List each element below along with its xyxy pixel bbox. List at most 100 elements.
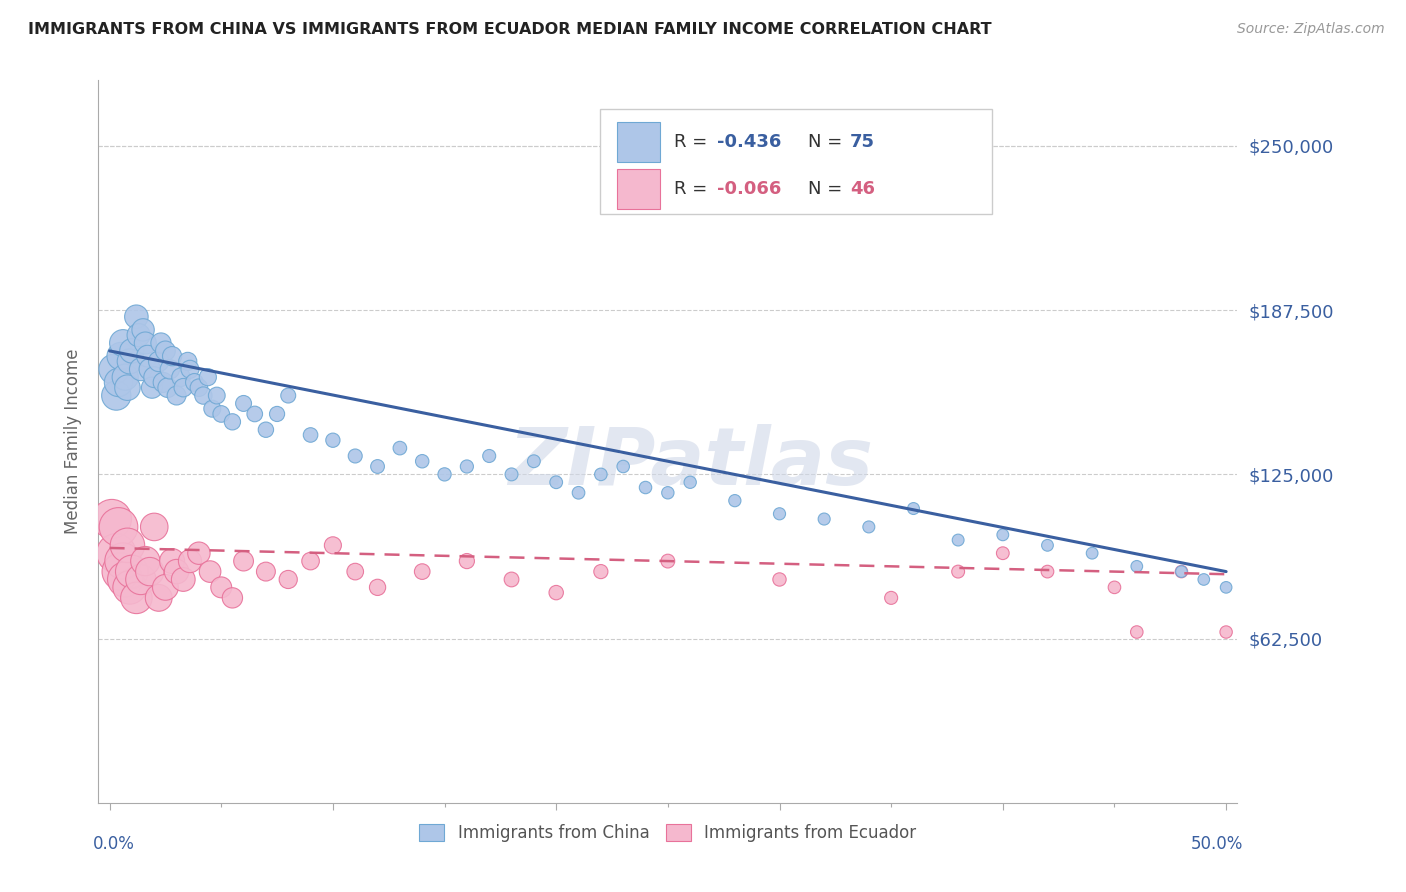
Point	[121, 343, 143, 358]
FancyBboxPatch shape	[599, 109, 993, 214]
Text: R =: R =	[673, 133, 713, 151]
Point	[172, 573, 194, 587]
Point	[232, 396, 254, 410]
Point	[156, 381, 179, 395]
Point	[456, 459, 478, 474]
Y-axis label: Median Family Income: Median Family Income	[65, 349, 83, 534]
Text: -0.436: -0.436	[717, 133, 782, 151]
Point	[148, 354, 170, 368]
Point	[813, 512, 835, 526]
Text: ZIPatlas: ZIPatlas	[508, 425, 873, 502]
Text: Source: ZipAtlas.com: Source: ZipAtlas.com	[1237, 22, 1385, 37]
Point	[254, 565, 277, 579]
Text: -0.066: -0.066	[717, 179, 782, 198]
Point	[344, 565, 367, 579]
Point	[110, 565, 132, 579]
Point	[172, 381, 194, 395]
Point	[946, 565, 969, 579]
Point	[114, 573, 136, 587]
Point	[183, 376, 205, 390]
Point	[105, 546, 128, 560]
Point	[107, 376, 129, 390]
Point	[589, 467, 612, 482]
Point	[136, 349, 159, 363]
Text: 46: 46	[851, 179, 875, 198]
Point	[991, 546, 1014, 560]
Point	[634, 481, 657, 495]
Point	[322, 434, 344, 448]
Point	[1081, 546, 1104, 560]
Point	[501, 573, 523, 587]
Point	[121, 565, 143, 579]
Point	[367, 580, 389, 594]
Point	[187, 381, 209, 395]
Point	[177, 354, 200, 368]
Point	[134, 336, 156, 351]
Point	[125, 310, 148, 324]
Point	[232, 554, 254, 568]
Point	[209, 407, 232, 421]
Point	[388, 441, 411, 455]
Point	[768, 507, 790, 521]
FancyBboxPatch shape	[617, 169, 659, 209]
Point	[1104, 580, 1126, 594]
Text: N =: N =	[808, 133, 848, 151]
Point	[1215, 625, 1237, 640]
Point	[991, 528, 1014, 542]
Point	[197, 370, 219, 384]
Legend: Immigrants from China, Immigrants from Ecuador: Immigrants from China, Immigrants from E…	[412, 817, 924, 848]
Point	[411, 565, 433, 579]
Point	[277, 388, 299, 402]
Point	[1036, 565, 1059, 579]
Point	[159, 362, 181, 376]
Point	[1126, 559, 1149, 574]
Point	[589, 565, 612, 579]
Point	[209, 580, 232, 594]
Point	[1170, 565, 1192, 579]
Point	[657, 485, 679, 500]
Point	[456, 554, 478, 568]
Point	[612, 459, 634, 474]
Point	[201, 401, 224, 416]
Point	[567, 485, 589, 500]
Point	[266, 407, 288, 421]
Point	[160, 554, 183, 568]
Point	[101, 512, 124, 526]
Point	[299, 554, 322, 568]
Point	[118, 580, 141, 594]
Point	[155, 580, 177, 594]
Point	[105, 388, 128, 402]
Point	[478, 449, 501, 463]
Point	[132, 323, 155, 337]
Point	[254, 423, 277, 437]
Point	[277, 573, 299, 587]
Point	[149, 336, 172, 351]
Point	[128, 328, 150, 343]
Point	[103, 362, 125, 376]
FancyBboxPatch shape	[617, 122, 659, 161]
Point	[724, 493, 747, 508]
Point	[546, 475, 568, 490]
Point	[155, 343, 177, 358]
Point	[858, 520, 880, 534]
Text: N =: N =	[808, 179, 848, 198]
Point	[179, 362, 201, 376]
Point	[679, 475, 702, 490]
Point	[179, 554, 201, 568]
Point	[117, 381, 139, 395]
Point	[880, 591, 903, 605]
Point	[141, 381, 163, 395]
Text: IMMIGRANTS FROM CHINA VS IMMIGRANTS FROM ECUADOR MEDIAN FAMILY INCOME CORRELATIO: IMMIGRANTS FROM CHINA VS IMMIGRANTS FROM…	[28, 22, 991, 37]
Point	[501, 467, 523, 482]
Point	[110, 349, 132, 363]
Point	[160, 349, 183, 363]
Point	[143, 520, 166, 534]
Point	[129, 362, 152, 376]
Point	[129, 573, 152, 587]
Point	[125, 591, 148, 605]
Point	[1215, 580, 1237, 594]
Point	[152, 376, 174, 390]
Text: R =: R =	[673, 179, 713, 198]
Point	[546, 585, 568, 599]
Point	[523, 454, 546, 468]
